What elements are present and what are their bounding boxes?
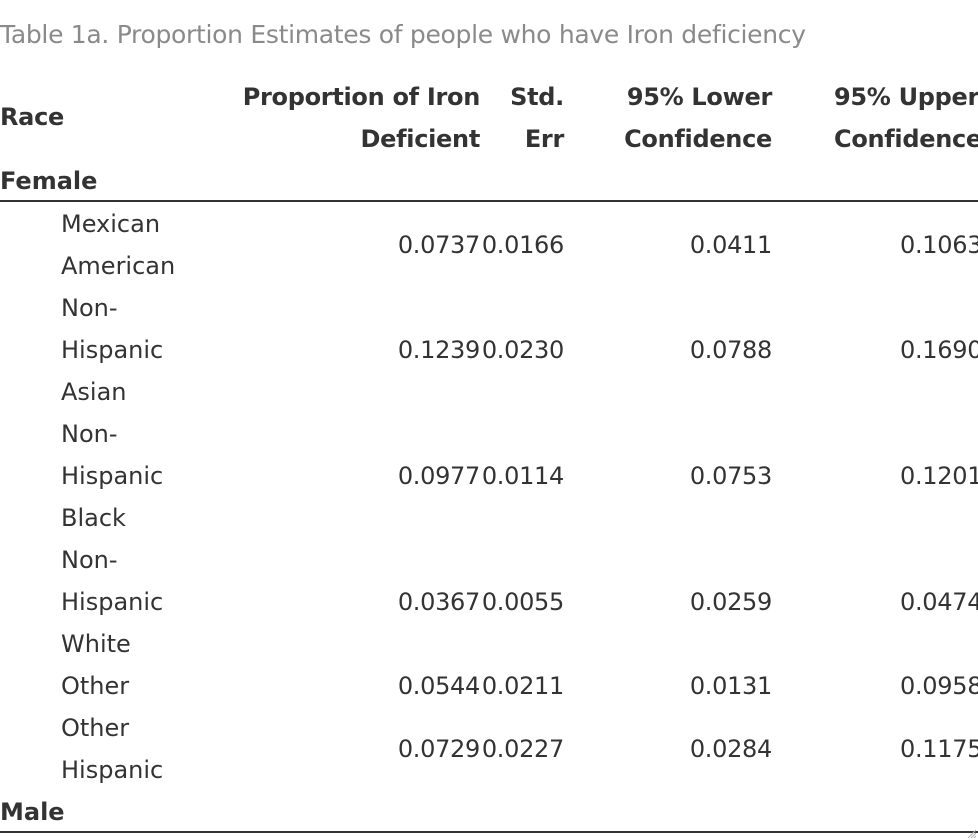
lower-cell: 0.0131 bbox=[689, 672, 772, 700]
table-row: Non-Hispanic Asian 0.1239 0.0230 0.0788 … bbox=[0, 287, 978, 413]
header-proportion-line1: Proportion of Iron bbox=[242, 83, 481, 111]
upper-cell: 0.1201 bbox=[900, 462, 978, 490]
header-stderr-line1: Std. bbox=[510, 83, 564, 111]
race-cell: Non-Hispanic Asian bbox=[61, 294, 164, 406]
stderr-cell: 0.0211 bbox=[481, 672, 564, 700]
table-row: Non-Hispanic White 0.0367 0.0055 0.0259 … bbox=[0, 539, 978, 665]
header-race: Race bbox=[0, 103, 64, 131]
race-cell: Other Hispanic bbox=[61, 714, 164, 784]
upper-cell: 0.1063 bbox=[900, 231, 978, 259]
header-stderr-line2: Err bbox=[524, 125, 564, 153]
table-row: Non-Hispanic Black 0.0977 0.0114 0.0753 … bbox=[0, 413, 978, 539]
resize-grip-icon[interactable] bbox=[966, 828, 976, 838]
table-row: Other 0.0544 0.0211 0.0131 0.0958 bbox=[0, 665, 978, 707]
lower-cell: 0.0753 bbox=[689, 462, 772, 490]
race-cell: Other bbox=[61, 672, 130, 700]
header-proportion-line2: Deficient bbox=[360, 125, 481, 153]
group-rule-female bbox=[0, 200, 978, 202]
upper-cell: 0.0958 bbox=[900, 672, 978, 700]
stderr-cell: 0.0055 bbox=[481, 588, 564, 616]
stderr-cell: 0.0114 bbox=[481, 462, 564, 490]
lower-cell: 0.0411 bbox=[689, 231, 772, 259]
upper-cell: 0.1175 bbox=[900, 735, 978, 763]
table-caption: Table 1a. Proportion Estimates of people… bbox=[0, 20, 806, 49]
header-lower-line1: 95% Lower bbox=[626, 83, 772, 111]
race-cell: Non-Hispanic Black bbox=[61, 420, 164, 532]
lower-cell: 0.0284 bbox=[689, 735, 772, 763]
proportion-cell: 0.0977 bbox=[397, 462, 480, 490]
proportion-cell: 0.0729 bbox=[397, 735, 480, 763]
table-row: Mexican American 0.0737 0.0166 0.0411 0.… bbox=[0, 203, 978, 287]
header-lower-line2: Confidence bbox=[624, 125, 772, 153]
stderr-cell: 0.0227 bbox=[481, 735, 564, 763]
header-upper-line1: 95% Upper bbox=[834, 83, 978, 111]
race-cell: Mexican American bbox=[61, 210, 176, 280]
group-label-female: Female bbox=[0, 167, 98, 195]
table-row: Other Hispanic 0.0729 0.0227 0.0284 0.11… bbox=[0, 707, 978, 791]
header-upper-line2: Confidence bbox=[834, 125, 978, 153]
race-cell: Non-Hispanic White bbox=[61, 546, 164, 658]
upper-cell: 0.0474 bbox=[900, 588, 978, 616]
proportion-cell: 0.0367 bbox=[397, 588, 480, 616]
group-rule-male bbox=[0, 831, 978, 833]
lower-cell: 0.0788 bbox=[689, 336, 772, 364]
proportion-cell: 0.1239 bbox=[397, 336, 480, 364]
lower-cell: 0.0259 bbox=[689, 588, 772, 616]
upper-cell: 0.1690 bbox=[900, 336, 978, 364]
proportion-cell: 0.0737 bbox=[397, 231, 480, 259]
stderr-cell: 0.0166 bbox=[481, 231, 564, 259]
proportion-cell: 0.0544 bbox=[397, 672, 480, 700]
group-label-male: Male bbox=[0, 798, 65, 826]
stderr-cell: 0.0230 bbox=[481, 336, 564, 364]
